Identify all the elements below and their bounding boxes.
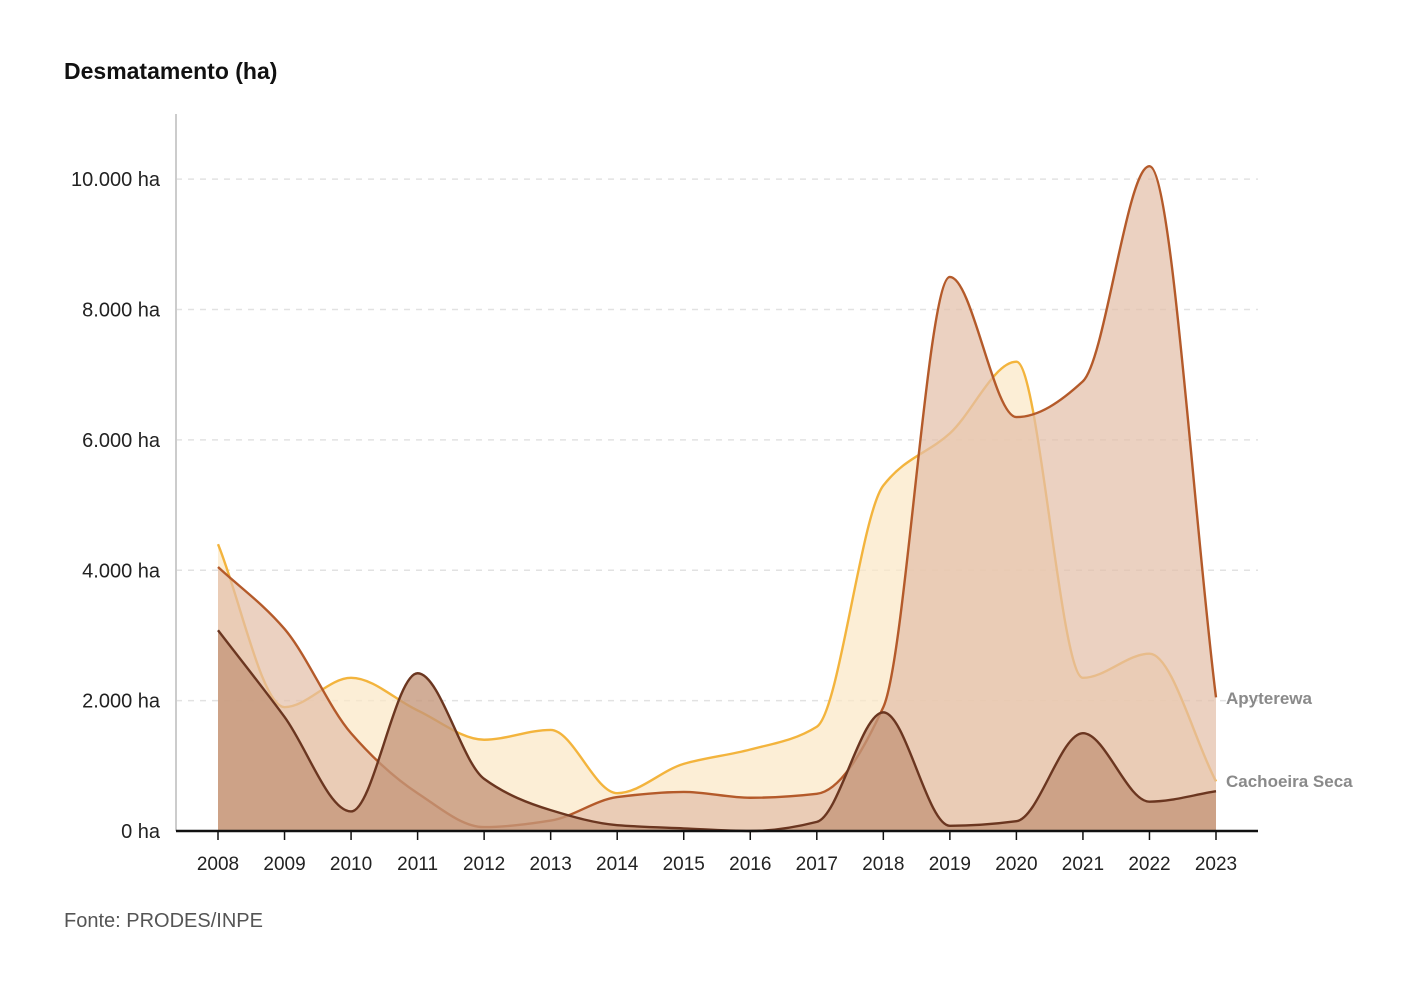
- axes: [175, 114, 1258, 840]
- x-tick-label: 2022: [1128, 854, 1170, 875]
- labels: 0 ha 2.000 ha 4.000 ha 6.000 ha 8.000 ha 10.0…: [71, 169, 1353, 875]
- y-tick-label: 0 ha: [121, 821, 161, 843]
- x-tick-label: 2017: [796, 854, 838, 875]
- x-tick-label: 2018: [862, 854, 904, 875]
- x-tick-label: 2021: [1062, 854, 1104, 875]
- x-tick-label: 2019: [929, 854, 971, 875]
- y-tick-label: 2.000 ha: [82, 691, 161, 713]
- x-tick-label: 2012: [463, 854, 505, 875]
- y-tick-label: 6.000 ha: [82, 430, 161, 452]
- x-tick-label: 2016: [729, 854, 771, 875]
- x-tick-label: 2015: [663, 854, 705, 875]
- x-tick-label: 2013: [530, 854, 572, 875]
- x-tick-label: 2011: [397, 854, 438, 875]
- source-note: Fonte: PRODES/INPE: [64, 910, 263, 932]
- x-tick-label: 2009: [263, 854, 305, 875]
- x-tick-label: 2023: [1195, 854, 1237, 875]
- x-tick-label: 2014: [596, 854, 639, 875]
- end-label-apyterewa: Apyterewa: [1226, 689, 1313, 708]
- series-area: [218, 630, 1216, 831]
- x-tick-label: 2010: [330, 854, 372, 875]
- y-tick-label: 8.000 ha: [82, 300, 161, 322]
- series-areas: [216, 164, 1218, 833]
- y-tick-label: 10.000 ha: [71, 169, 161, 191]
- x-tick-label: 2008: [197, 854, 239, 875]
- end-label-cachoeira-seca: Cachoeira Seca: [1226, 772, 1353, 791]
- y-tick-label: 4.000 ha: [82, 560, 161, 582]
- series-area: [218, 166, 1216, 831]
- x-tick-label: 2020: [995, 854, 1037, 875]
- chart-title: Desmatamento (ha): [64, 58, 278, 84]
